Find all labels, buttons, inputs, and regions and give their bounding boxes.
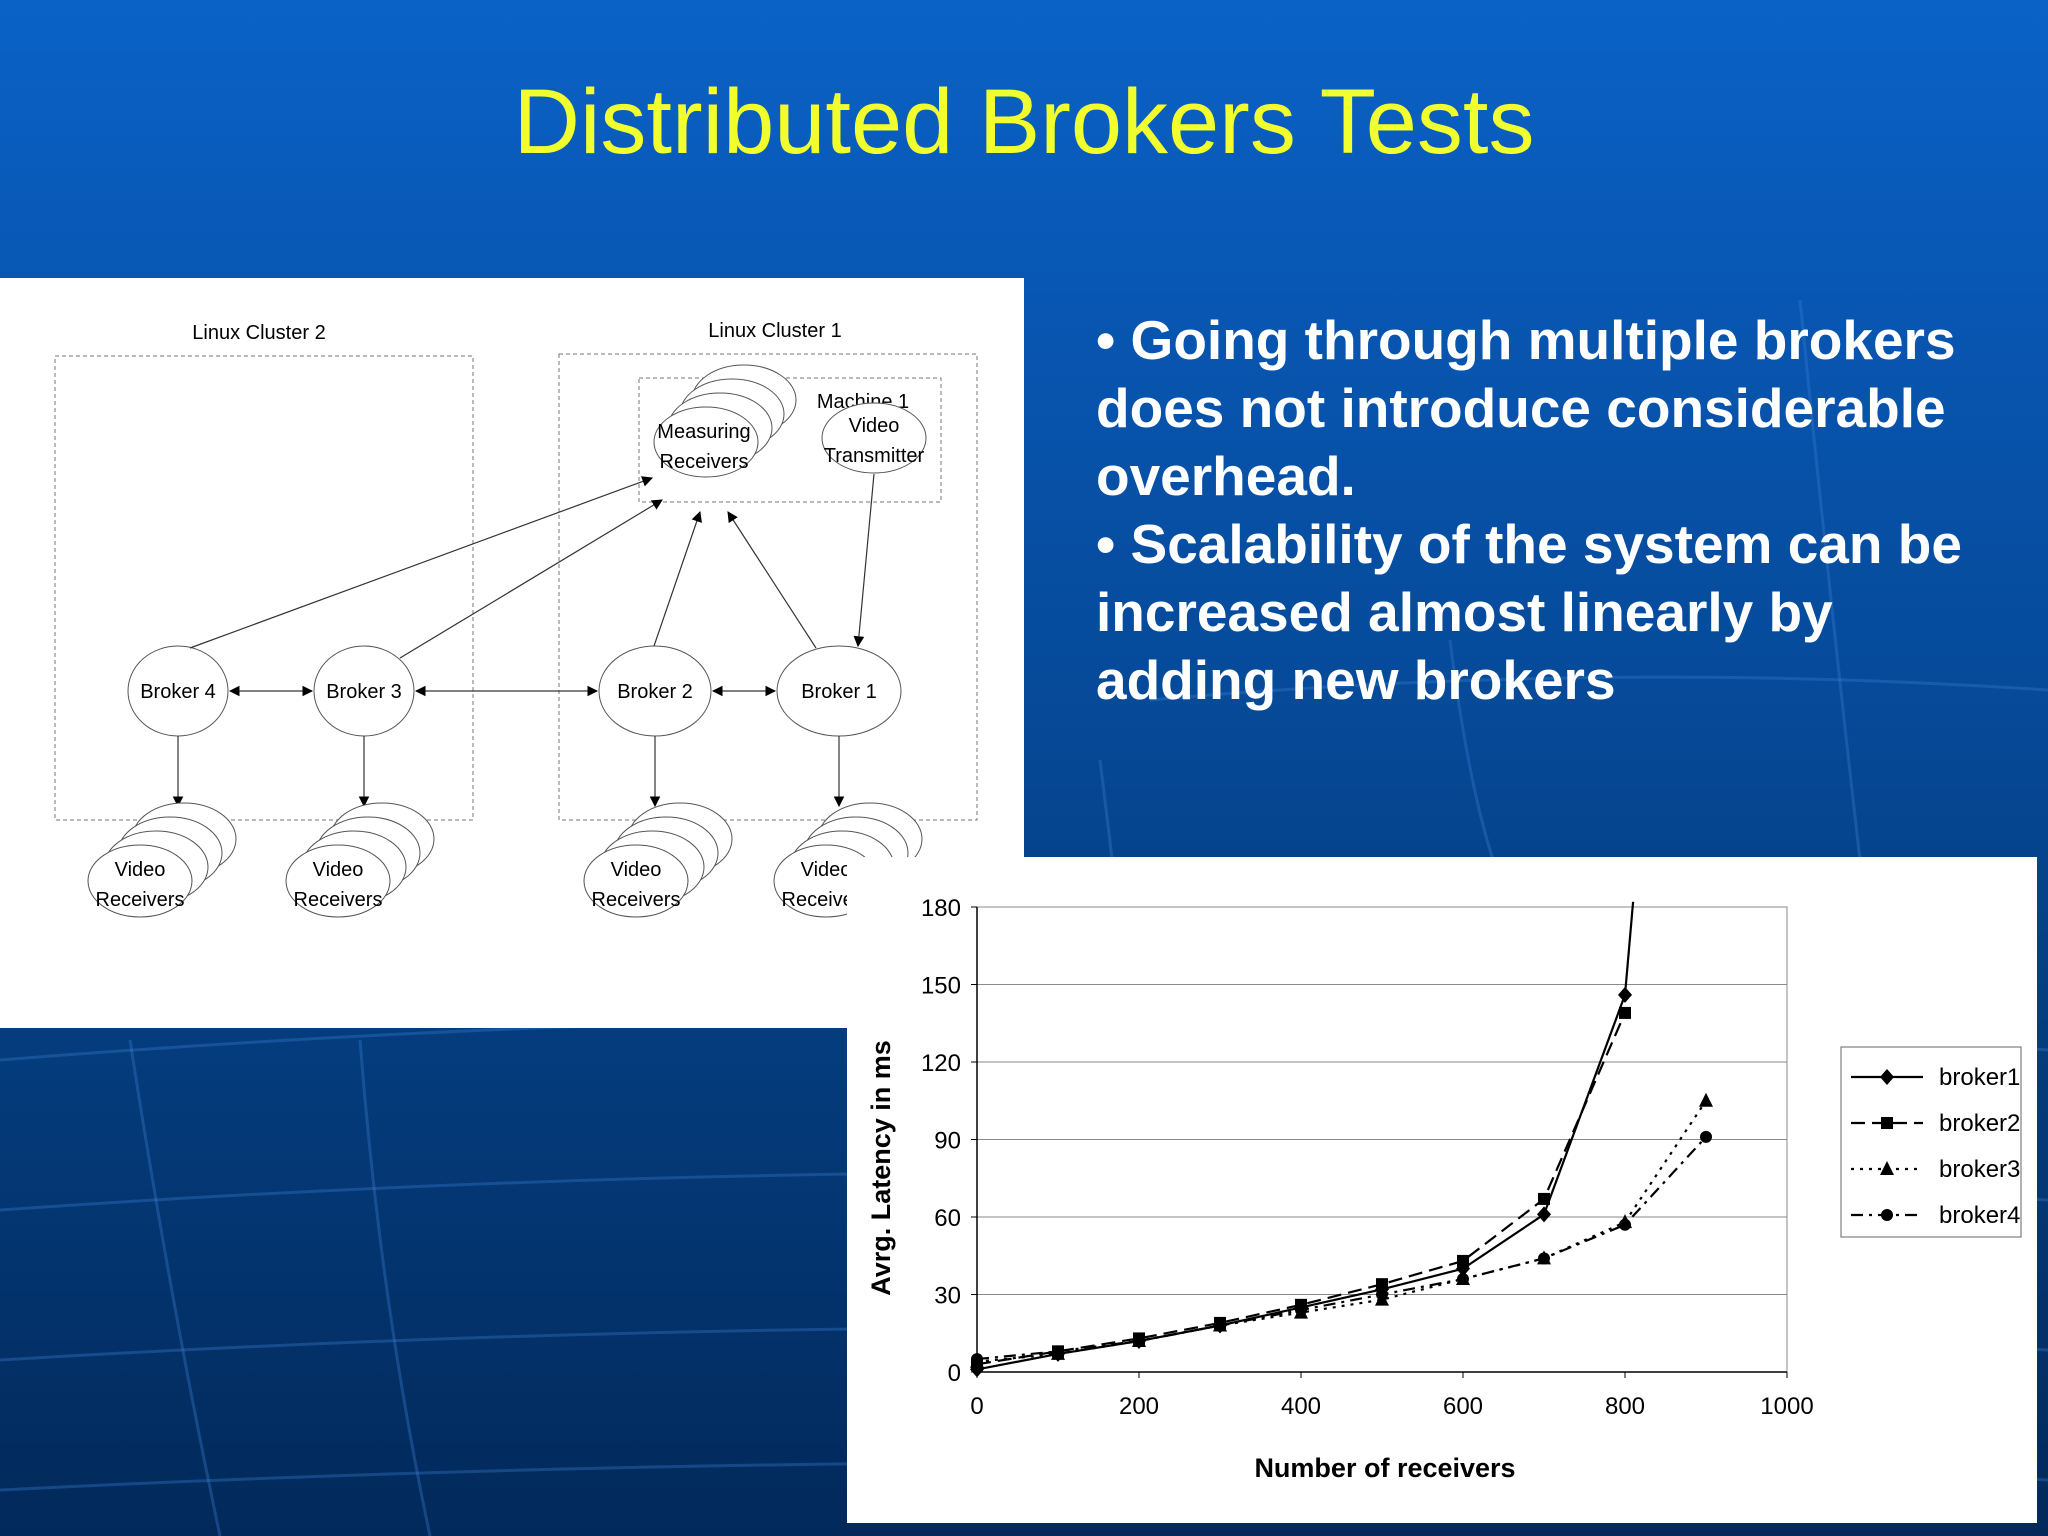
- data-point-broker4: [1457, 1273, 1469, 1285]
- broker1-label: Broker 1: [801, 681, 877, 703]
- data-point-broker2: [1538, 1192, 1550, 1205]
- cluster1-label: Linux Cluster 1: [708, 320, 841, 342]
- vr3-label-2: Receivers: [592, 889, 681, 911]
- series-line-broker4: [976, 1136, 1707, 1361]
- bullet-item: • Scalability of the system can be incre…: [1096, 513, 1962, 711]
- architecture-svg: Linux Cluster 2 Linux Cluster 1 Machine …: [54, 320, 978, 918]
- data-point-broker1: [1456, 1260, 1470, 1277]
- y-tick-label: 150: [921, 973, 961, 1000]
- transmitter-label-1: Video: [849, 415, 900, 437]
- slide-title: Distributed Brokers Tests: [513, 71, 1535, 173]
- latency-chart: 0 30 60 90 120 150 180 0 200 400 600 800 1000 broker…: [847, 857, 2037, 1523]
- x-tick-label: 1000: [1760, 1393, 1813, 1420]
- y-tick-label: 120: [921, 1050, 961, 1077]
- link-b1-measuring: [727, 511, 817, 649]
- transmitter-label-2: Transmitter: [824, 445, 925, 467]
- y-tick-label: 90: [934, 1128, 961, 1155]
- broker3-label: Broker 3: [326, 681, 402, 703]
- legend-label-broker1: broker1: [1939, 1064, 2020, 1091]
- legend-marker-broker3: [1880, 1161, 1894, 1175]
- legend-box: [1840, 1046, 2022, 1238]
- x-axis-label: Number of receivers: [1254, 1453, 1515, 1483]
- data-point-broker4: [1700, 1130, 1712, 1143]
- legend-label-broker3: broker3: [1939, 1156, 2020, 1183]
- data-point-broker4: [1538, 1252, 1550, 1265]
- legend-marker-broker2: [1881, 1117, 1893, 1129]
- legend-label-broker2: broker2: [1939, 1110, 2020, 1137]
- data-point-broker4: [1052, 1345, 1064, 1358]
- data-point-broker4: [971, 1353, 983, 1366]
- measuring-receivers-node: [653, 364, 797, 478]
- video-receivers-group-2: [285, 802, 435, 918]
- x-tick-label: 200: [1119, 1393, 1159, 1420]
- legend-label-broker4: broker4: [1939, 1202, 2020, 1229]
- x-tick-label: 400: [1281, 1393, 1321, 1420]
- link-b4-measuring: [189, 476, 654, 649]
- data-point-broker2: [1376, 1278, 1388, 1291]
- data-point-broker4: [1376, 1288, 1388, 1301]
- broker4-label: Broker 4: [140, 681, 216, 703]
- broker2-label: Broker 2: [617, 681, 693, 703]
- vr1-label-1: Video: [115, 859, 166, 881]
- vr1-label-2: Receivers: [96, 889, 185, 911]
- link-b2-measuring: [653, 510, 702, 647]
- data-point-broker3: [1699, 1092, 1713, 1107]
- x-tick-label: 800: [1605, 1393, 1645, 1420]
- y-axis-label: Avrg. Latency in ms: [866, 1040, 896, 1296]
- data-point-broker4: [1133, 1335, 1145, 1347]
- machine1-box: [638, 377, 942, 503]
- data-point-broker1: [1618, 986, 1632, 1003]
- y-tick-label: 30: [934, 1283, 961, 1310]
- data-point-broker2: [1457, 1254, 1469, 1267]
- bullet-item: • Going through multiple brokers does no…: [1096, 309, 1956, 507]
- x-tick-label: 0: [970, 1393, 983, 1420]
- vr2-label-2: Receivers: [294, 889, 383, 911]
- bullet-list: • Going through multiple brokers does no…: [1096, 306, 1996, 714]
- vr2-label-1: Video: [313, 859, 364, 881]
- cluster1-box: [558, 353, 978, 821]
- y-tick-label: 60: [934, 1205, 961, 1232]
- measuring-label-2: Receivers: [660, 451, 749, 473]
- vr3-label-1: Video: [611, 859, 662, 881]
- data-point-broker4: [1214, 1319, 1226, 1332]
- y-tick-label: 180: [921, 895, 961, 922]
- legend-marker-broker4: [1881, 1209, 1893, 1221]
- legend-marker-broker1: [1880, 1069, 1894, 1085]
- data-point-broker4: [1295, 1304, 1307, 1316]
- vr4-label-1: Video: [801, 859, 852, 881]
- cluster2-label: Linux Cluster 2: [192, 322, 325, 344]
- link-b3-measuring: [399, 499, 663, 659]
- data-point-broker2: [1619, 1006, 1631, 1019]
- measuring-label-1: Measuring: [657, 421, 750, 443]
- data-point-broker1: [1537, 1206, 1551, 1223]
- video-receivers-group-1: [87, 802, 237, 918]
- x-tick-label: 600: [1443, 1393, 1483, 1420]
- series-line-broker3: [976, 1100, 1707, 1363]
- latency-chart-svg: 0 30 60 90 120 150 180 0 200 400 600 800 1000 broker…: [866, 895, 2022, 1483]
- data-point-broker4: [1619, 1218, 1631, 1231]
- y-tick-label: 0: [948, 1360, 961, 1387]
- cluster2-box: [54, 355, 474, 821]
- video-transmitter-node: [821, 402, 927, 474]
- video-receivers-group-3: [583, 802, 733, 918]
- link-transmitter-b1: [853, 473, 875, 648]
